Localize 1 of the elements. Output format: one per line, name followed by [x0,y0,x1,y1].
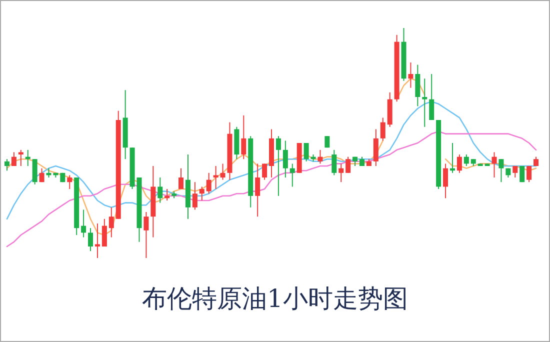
title: 布伦特原油1小时走势图 [142,284,408,313]
